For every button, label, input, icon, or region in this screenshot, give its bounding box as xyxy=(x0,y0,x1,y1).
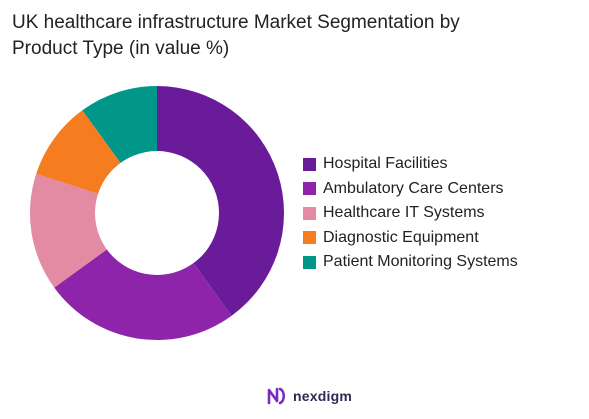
legend-item-diagnostic-equipment: Diagnostic Equipment xyxy=(303,226,518,251)
legend-item-healthcare-it-systems: Healthcare IT Systems xyxy=(303,201,518,226)
chart-legend: Hospital Facilities Ambulatory Care Cent… xyxy=(303,152,518,275)
donut-slice-healthcare-it-systems xyxy=(30,173,157,288)
brand-name: nexdigm xyxy=(293,388,352,404)
legend-item-patient-monitoring-systems: Patient Monitoring Systems xyxy=(303,250,518,275)
donut-slices xyxy=(30,86,285,341)
donut-hole xyxy=(95,151,219,275)
donut-slice-hospital-facilities xyxy=(157,86,285,316)
chart-title: UK healthcare infrastructure Market Segm… xyxy=(12,10,572,62)
chart-title-line-2: Product Type (in value %) xyxy=(12,38,230,59)
legend-swatch xyxy=(303,182,316,196)
chart-title-line-1: UK healthcare infrastructure Market Segm… xyxy=(12,12,460,33)
donut-chart xyxy=(30,86,285,341)
legend-swatch xyxy=(303,231,316,245)
legend-label: Ambulatory Care Centers xyxy=(323,179,504,197)
legend-swatch xyxy=(303,157,316,171)
legend-label: Diagnostic Equipment xyxy=(323,228,479,246)
nexdigm-logo-icon xyxy=(267,387,286,405)
brand-logo: nexdigm xyxy=(266,386,352,406)
legend-swatch xyxy=(303,206,316,220)
legend-item-hospital-facilities: Hospital Facilities xyxy=(303,152,518,177)
legend-label: Hospital Facilities xyxy=(323,155,448,173)
legend-swatch xyxy=(303,255,316,269)
legend-label: Patient Monitoring Systems xyxy=(323,253,518,271)
legend-item-ambulatory-care-centers: Ambulatory Care Centers xyxy=(303,177,518,202)
legend-label: Healthcare IT Systems xyxy=(323,204,485,222)
donut-slice-ambulatory-care-centers xyxy=(54,213,232,341)
